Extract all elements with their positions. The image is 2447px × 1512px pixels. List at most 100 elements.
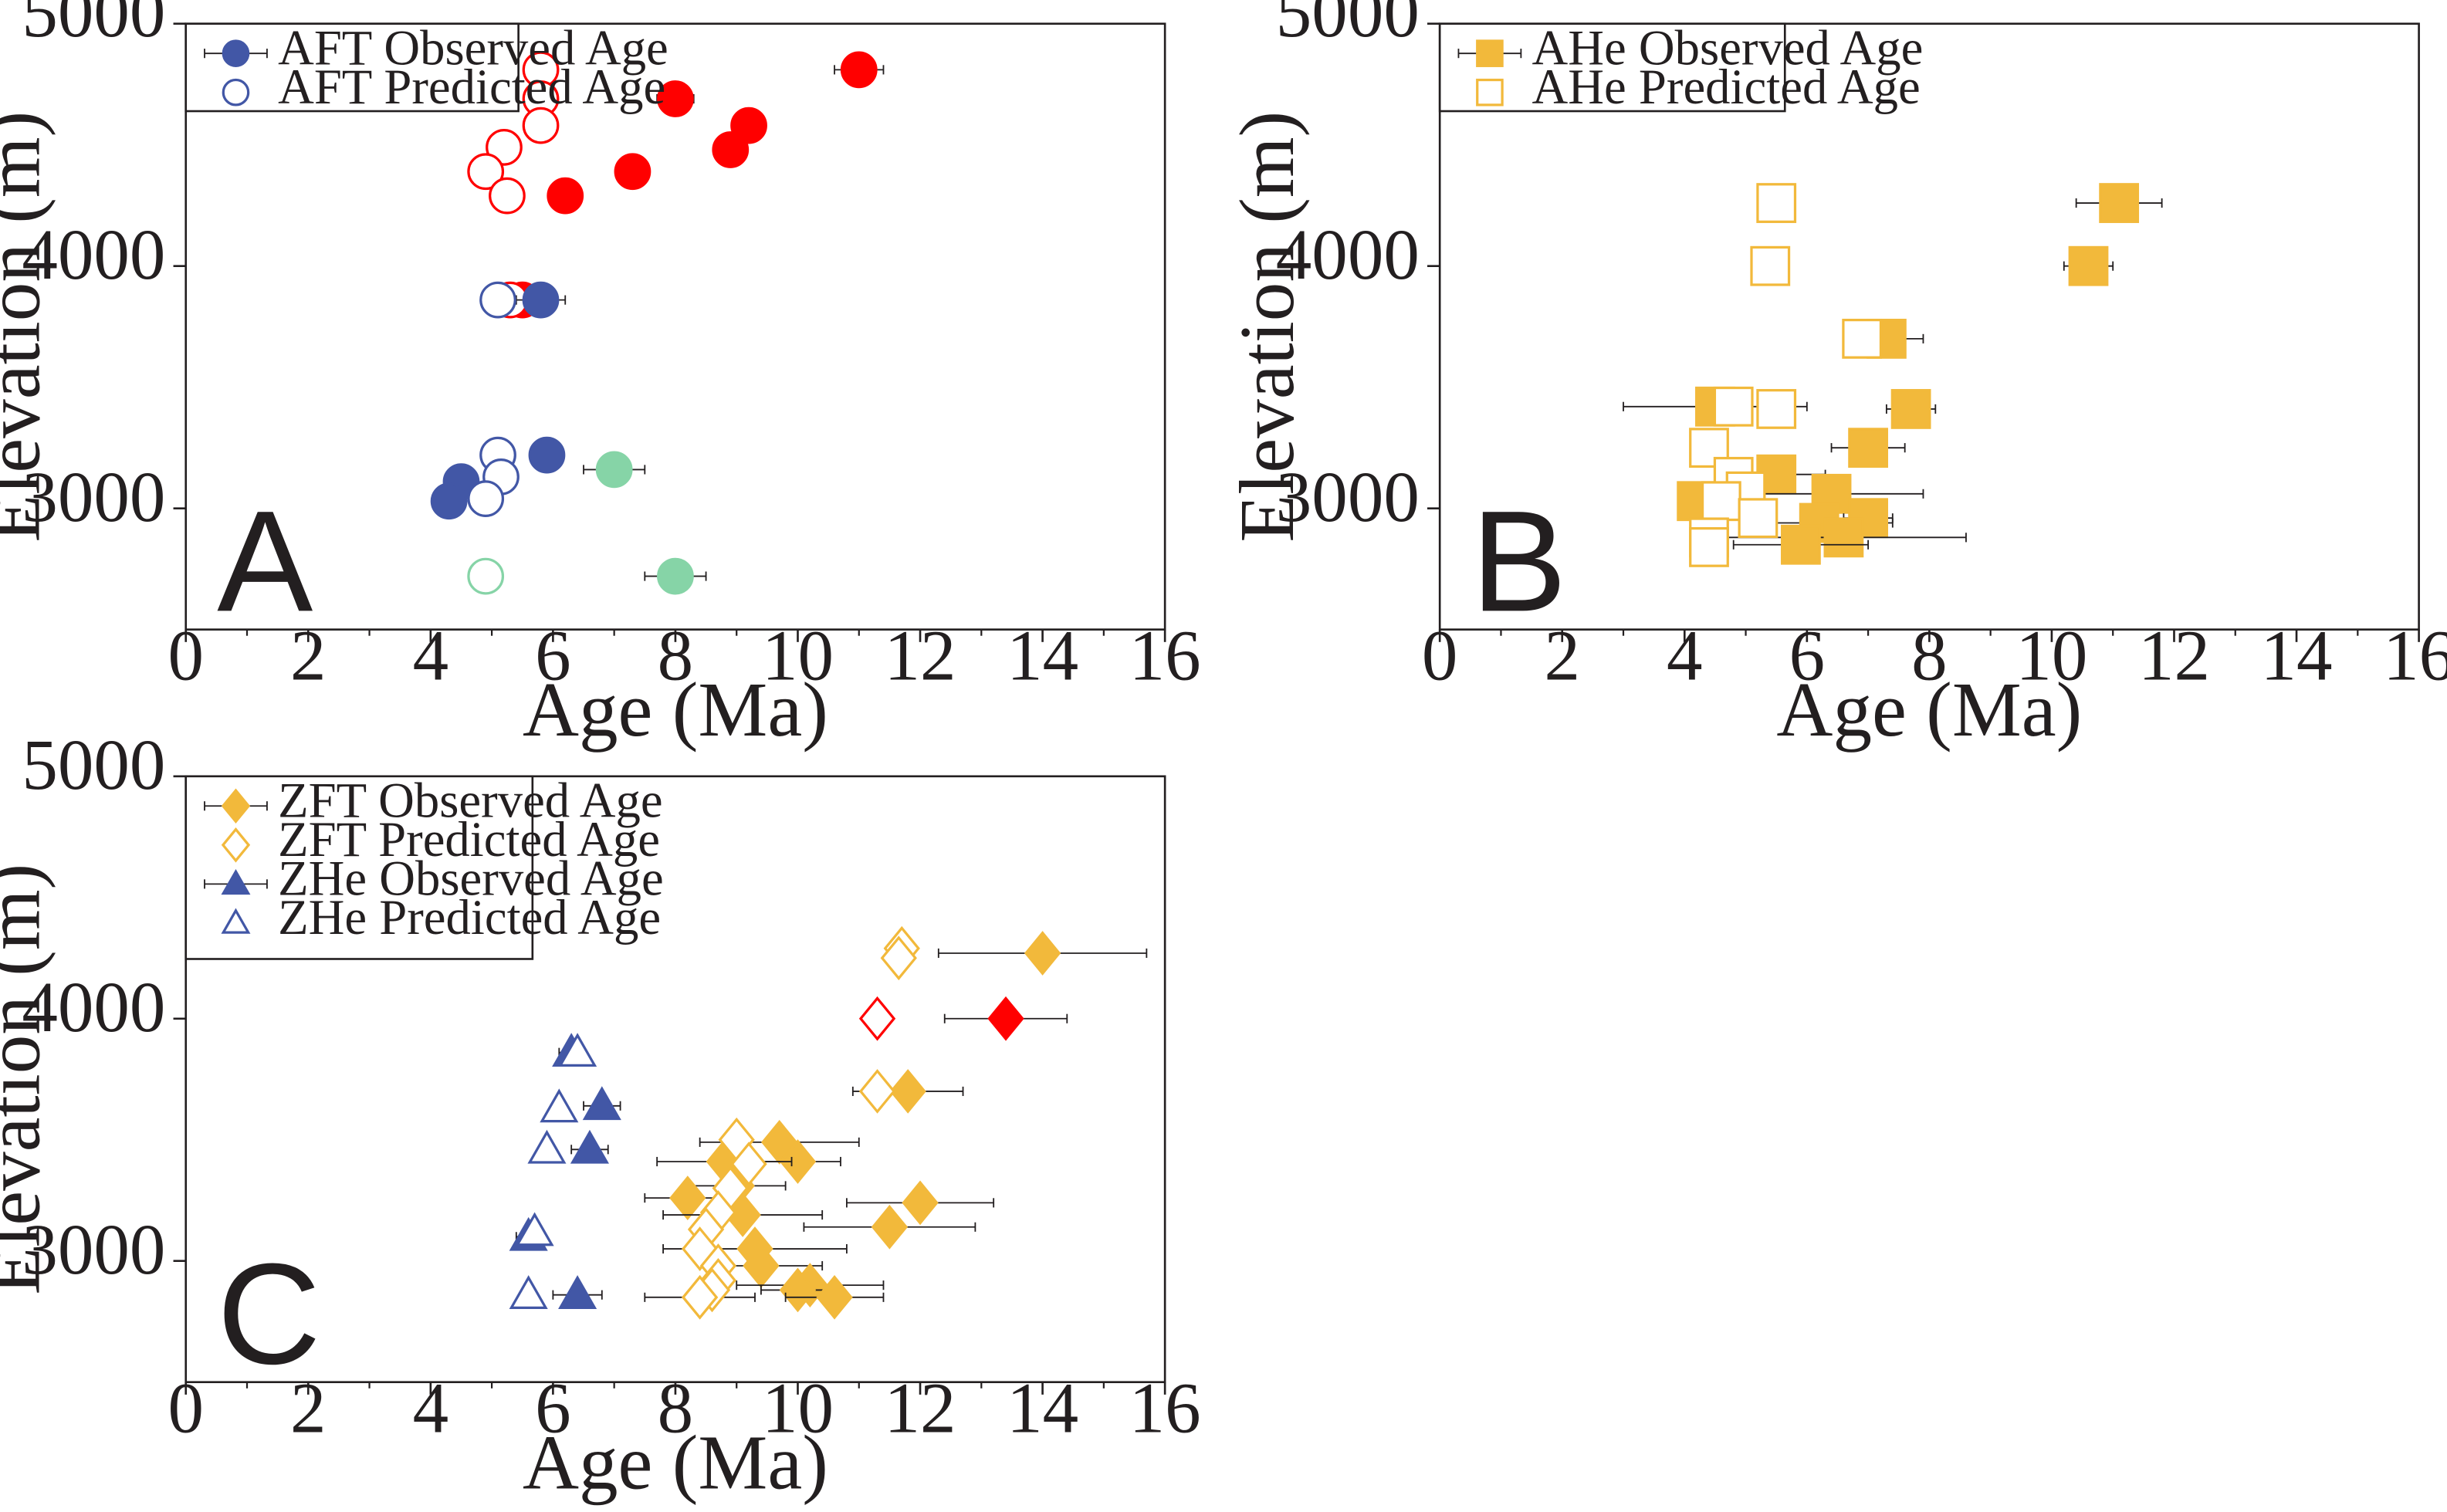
- legend-label: AFT Observed Age: [278, 20, 668, 76]
- data-point: [515, 1212, 554, 1246]
- series-circle-predicted: [467, 557, 505, 595]
- x-tick-label: 14: [2261, 616, 2333, 695]
- x-tick-label: 0: [1422, 616, 1458, 695]
- legend-label: AFT Predicted Age: [278, 59, 665, 115]
- x-tick-label: 10: [762, 1368, 834, 1448]
- series-diamond-observed: [644, 931, 1148, 1320]
- x-tick-label: 8: [658, 616, 694, 695]
- data-point: [595, 451, 633, 489]
- y-axis-label: Elevation (m): [0, 864, 56, 1295]
- legend-entry: ZFT Observed Age: [204, 773, 663, 828]
- x-axis-label: Age (Ma): [523, 1419, 828, 1505]
- data-point: [1756, 183, 1797, 223]
- legend-label: ZHe Observed Age: [278, 851, 664, 907]
- legend-entry: ZHe Observed Age: [204, 851, 664, 907]
- x-tick-label: 4: [1667, 616, 1703, 695]
- legend-marker-circle: [222, 78, 250, 107]
- data-points: [430, 51, 885, 595]
- data-point: [547, 177, 584, 215]
- legend-entry: AHe Predicted Age: [1476, 59, 1921, 115]
- x-tick-label: 8: [1911, 616, 1948, 695]
- y-tick-label: 5000: [22, 726, 165, 805]
- data-point: [730, 1142, 767, 1186]
- series-circle-observed: [430, 281, 567, 520]
- data-point: [1024, 931, 1061, 976]
- data-point: [657, 557, 694, 595]
- data-point: [467, 480, 505, 517]
- y-tick-label: 4000: [22, 968, 165, 1047]
- legend-entry: AFT Observed Age: [204, 20, 668, 76]
- data-point: [858, 996, 896, 1041]
- x-tick-label: 14: [1007, 1368, 1078, 1448]
- x-tick-label: 2: [1544, 616, 1580, 695]
- data-point: [522, 107, 560, 144]
- legend-marker-circle: [222, 39, 250, 67]
- series-square-observed: [1623, 183, 2163, 565]
- legend-marker-square: [1476, 39, 1504, 67]
- x-tick-label: 6: [1789, 616, 1826, 695]
- data-point: [1750, 245, 1791, 286]
- data-point: [2068, 245, 2109, 286]
- series-diamond-observed: [943, 996, 1068, 1041]
- data-point: [840, 51, 878, 89]
- series-triangle-observed: [509, 1033, 621, 1309]
- data-point: [1689, 526, 1729, 567]
- data-point: [558, 1275, 597, 1309]
- y-tick-label: 3000: [22, 1210, 165, 1290]
- data-point: [1756, 389, 1797, 429]
- x-tick-label: 16: [1129, 1368, 1201, 1448]
- legend-marker-square: [1476, 78, 1504, 107]
- legend-marker-diamond: [221, 827, 251, 863]
- data-point: [1781, 524, 1821, 565]
- data-point: [558, 1033, 597, 1067]
- data-point: [1890, 389, 1931, 429]
- data-point: [681, 1226, 719, 1271]
- data-point: [479, 281, 516, 319]
- data-point: [902, 1180, 939, 1226]
- data-point: [816, 1274, 853, 1320]
- data-point: [570, 1129, 609, 1164]
- x-tick-label: 2: [290, 1368, 327, 1448]
- y-tick-label: 3000: [22, 458, 165, 537]
- y-tick-label: 4000: [22, 215, 165, 295]
- legend-label: ZFT Predicted Age: [278, 812, 660, 868]
- x-tick-label: 6: [535, 616, 571, 695]
- x-tick-label: 4: [413, 616, 449, 695]
- x-tick-label: 4: [413, 1368, 449, 1448]
- data-points: [1623, 183, 2163, 567]
- x-tick-label: 6: [535, 1368, 571, 1448]
- data-point: [467, 153, 505, 191]
- data-point: [430, 482, 468, 520]
- data-point: [540, 1088, 579, 1123]
- data-point: [527, 1129, 567, 1164]
- x-tick-label: 10: [2015, 616, 2087, 695]
- legend-entry: AFT Predicted Age: [222, 59, 665, 115]
- data-point: [987, 996, 1024, 1041]
- data-point: [489, 177, 526, 215]
- panel-c: 0 2 4 6 8 10 12 14 16 3000 4000 5000 Age (Ma) Elevati…: [0, 726, 1201, 1505]
- data-point: [509, 1275, 548, 1309]
- panel-b: 0 2 4 6 8 10 12 14 16 3000 4000 5000 Age (Ma) Elevati…: [1224, 0, 2447, 753]
- data-point: [858, 1069, 896, 1114]
- data-point: [2099, 183, 2140, 223]
- data-point: [669, 1175, 706, 1220]
- data-point: [1701, 481, 1741, 522]
- series-diamond-predicted: [681, 925, 920, 1320]
- data-point: [730, 107, 767, 144]
- data-point: [614, 153, 652, 191]
- series-square-predicted: [1689, 183, 1883, 567]
- data-point: [712, 131, 750, 168]
- x-tick-label: 0: [168, 1368, 204, 1448]
- x-tick-label: 14: [1007, 616, 1078, 695]
- legend-marker-triangle: [221, 868, 251, 895]
- series-circle-predicted: [467, 281, 520, 517]
- x-tick-label: 12: [885, 616, 956, 695]
- y-axis-label: Elevation (m): [0, 111, 56, 543]
- y-tick-label: 3000: [1276, 458, 1420, 537]
- panel-a: 0 2 4 6 8 10 12 14 16 3000 4000 5000 Age (Ma) Elevati…: [0, 0, 1201, 753]
- legend-label: AHe Observed Age: [1532, 20, 1924, 76]
- x-tick-label: 12: [2138, 616, 2210, 695]
